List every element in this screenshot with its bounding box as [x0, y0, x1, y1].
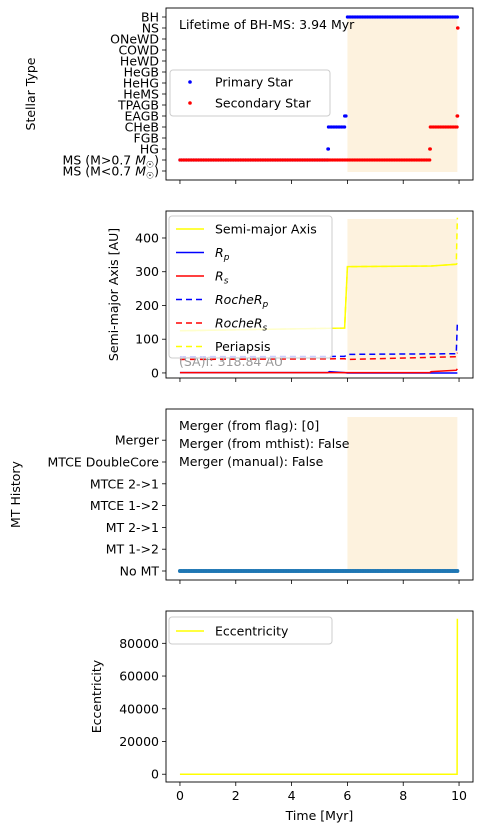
mt-history-category-label: MTCE DoubleCore — [47, 455, 159, 470]
eccentricity-ytick-label: 0 — [151, 767, 159, 782]
stellar-type-category-label: TPAGB — [117, 98, 159, 113]
legend-label: Rp — [215, 245, 230, 263]
semi-major-axis-ytick-label: 300 — [135, 264, 159, 279]
eccentricity-xtick-label: 10 — [451, 788, 467, 803]
series-secondary-star — [178, 26, 460, 162]
legend-marker — [188, 101, 192, 105]
legend-label: Eccentricity — [215, 624, 289, 639]
mt-history-category-label: No MT — [120, 564, 160, 579]
legend-box — [169, 69, 331, 117]
eccentricity-frame — [165, 610, 474, 783]
semi-major-axis-frame — [165, 210, 474, 379]
semi-major-axis-ytick-label: 100 — [135, 332, 159, 347]
stellar-type-point — [428, 147, 432, 151]
stellar-type-point — [455, 15, 459, 19]
mt-history-point — [455, 569, 460, 573]
stellar-type-panel: MS (M<0.7 M☉)MS (M>0.7 M☉)HGFGBCHeBEAGBT… — [23, 7, 474, 184]
eccentricity-ytick-label: 20000 — [119, 734, 159, 749]
legend-label: Rs — [215, 269, 229, 287]
semi-major-axis-ytick-label: 400 — [135, 230, 159, 245]
stellar-type-point — [455, 125, 459, 129]
series-line-periapsis — [179, 217, 459, 332]
mt-history-category-label: Merger — [115, 433, 160, 448]
mt-history-panel: No MT MT 1->2 MT 2->1 MTCE 1->2 MTCE 2->1 MTC… — [8, 408, 474, 584]
stellar-type-point — [456, 26, 460, 30]
eccentricity-ytick-label: 60000 — [119, 669, 159, 684]
mt-history-category-label: MT 1->2 — [106, 542, 159, 557]
mt-history-category-label: MTCE 2->1 — [90, 476, 159, 491]
mt-history-shaded-region — [347, 417, 458, 572]
stellar-type-category-label: FGB — [134, 131, 159, 146]
legend-box — [168, 616, 333, 645]
stellar-type-category-label: COWD — [118, 43, 159, 58]
eccentricity-panel: 0 20000 40000 60000 80000 0 2 4 6 8 10 Eccentricity… — [89, 610, 474, 823]
stellar-type-category-label: NS — [142, 21, 159, 36]
legend-label: Primary Star — [215, 75, 294, 90]
legend-marker — [188, 80, 192, 84]
eccentricity-xtick-label: 2 — [232, 788, 240, 803]
semi-major-axis-ytick-label: 0 — [151, 365, 159, 380]
stellar-type-point — [456, 114, 460, 118]
eccentricity-ylabel: Eccentricity — [89, 659, 104, 733]
mt-history-annotation: Merger (from mthist): False — [179, 436, 350, 451]
semi-major-axis-shaded-region — [347, 219, 458, 370]
mt-history-frame — [165, 408, 474, 581]
eccentricity-xlabel: Time [Myr] — [285, 808, 354, 823]
mt-history-annotation: Merger (from flag): [0] — [179, 418, 319, 433]
stellar-type-category-label: HeWD — [120, 54, 159, 69]
stellar-type-category-label: EAGB — [125, 109, 160, 124]
eccentricity-xtick-label: 4 — [288, 788, 296, 803]
mt-history-category-label: MT 2->1 — [106, 520, 159, 535]
stellar-type-category-label: ONeWD — [110, 32, 159, 47]
stellar-type-category-label: BH — [141, 10, 159, 25]
stellar-type-point — [326, 147, 331, 151]
series-line-r-s — [179, 368, 458, 374]
semi-major-axis-ylabel: Semi-major Axis [AU] — [106, 228, 121, 361]
stellar-type-category-label: HeMS — [123, 87, 159, 102]
legend-label: Semi-major Axis — [215, 222, 317, 237]
eccentricity-xtick-label: 6 — [343, 788, 351, 803]
eccentricity-legend: Eccentricity — [168, 616, 333, 645]
stellar-type-category-label: HeGB — [124, 65, 159, 80]
eccentricity-xtick-label: 8 — [399, 788, 407, 803]
stellar-type-point — [344, 114, 348, 118]
stellar-type-point — [428, 158, 432, 162]
stellar-type-category-label: MS (M<0.7 M☉) — [63, 164, 159, 182]
semi-major-axis-ytick-label: 200 — [135, 298, 159, 313]
eccentricity-xtick-label: 0 — [176, 788, 184, 803]
legend-label: Secondary Star — [215, 96, 312, 111]
stellar-type-annotation: Lifetime of BH-MS: 3.94 Myr — [179, 17, 355, 32]
stellar-type-shaded-region — [347, 16, 458, 172]
stellar-type-point — [343, 125, 347, 129]
stellar-type-category-label: CHeB — [125, 120, 159, 135]
semi-major-axis-legend: Semi-major Axis Rp Rs RocheRp RocheRs Periaps… — [168, 215, 333, 359]
mt-history-annotation: Merger (manual): False — [179, 454, 324, 469]
eccentricity-ytick-label: 40000 — [119, 701, 159, 716]
legend-box — [168, 215, 333, 359]
legend-label: RocheRp — [215, 292, 269, 310]
stellar-type-category-label: HG — [140, 142, 159, 157]
stellar-type-category-label: HeHG — [123, 76, 159, 91]
series-line-eccentricity — [179, 618, 459, 775]
stellar-type-legend: Primary Star Secondary Star — [169, 69, 331, 117]
mt-history-ylabel: MT History — [8, 460, 23, 527]
stellar-type-category-label: MS (M>0.7 M☉) — [63, 153, 159, 171]
eccentricity-ytick-label: 80000 — [119, 636, 159, 651]
mt-history-category-label: MTCE 1->2 — [90, 498, 159, 513]
legend-label: Periapsis — [215, 339, 271, 354]
stellar-type-ylabel: Stellar Type — [23, 57, 38, 130]
legend-label: RocheRs — [215, 316, 268, 334]
